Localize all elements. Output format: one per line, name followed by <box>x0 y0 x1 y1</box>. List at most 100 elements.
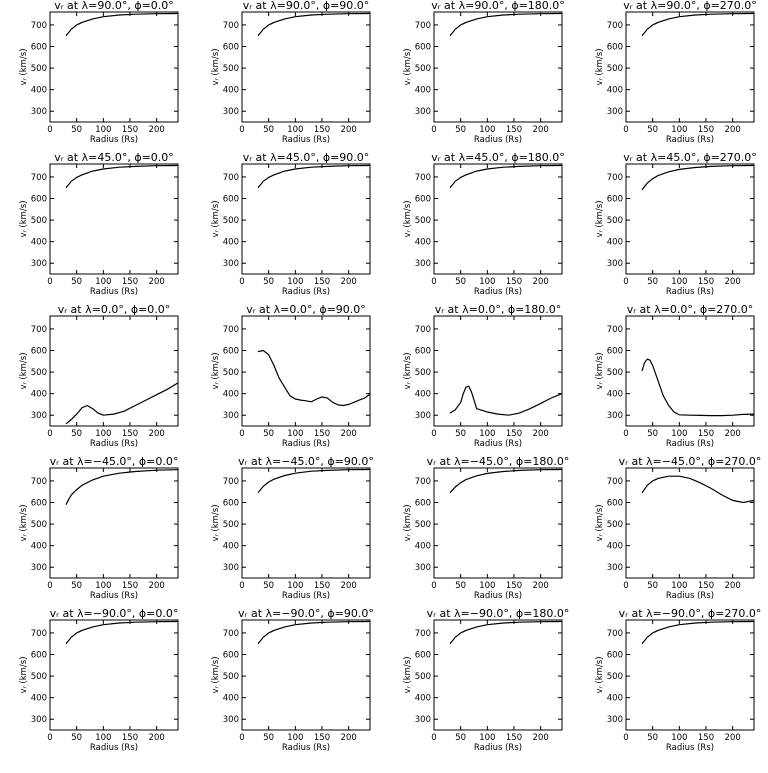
x-tick-label: 200 <box>149 277 165 287</box>
velocity-line <box>65 12 179 37</box>
x-tick-label: 0 <box>431 581 436 591</box>
y-tick-label: 500 <box>607 216 623 226</box>
plot-frame <box>241 315 371 427</box>
y-tick-label: 300 <box>415 107 431 117</box>
x-tick-label: 200 <box>341 125 357 135</box>
y-tick-label: 400 <box>31 694 47 704</box>
x-axis-label: Radius (Rs) <box>666 135 714 145</box>
plot-frame <box>433 315 563 427</box>
x-tick-label: 0 <box>623 125 628 135</box>
x-tick-label: 0 <box>623 429 628 439</box>
x-tick-label: 200 <box>341 733 357 743</box>
x-axis-label: Radius (Rs) <box>474 135 522 145</box>
x-tick-label: 100 <box>671 581 687 591</box>
x-tick-label: 0 <box>623 277 628 287</box>
x-tick-label: 0 <box>239 733 244 743</box>
x-tick-label: 50 <box>71 581 82 591</box>
y-tick-label: 300 <box>223 411 239 421</box>
x-tick-label: 100 <box>479 429 495 439</box>
y-axis-label: vᵣ (km/s) <box>595 352 605 389</box>
plot-title: vᵣ at λ=90.0°, ϕ=180.0° <box>431 0 565 12</box>
x-tick-label: 150 <box>506 581 522 591</box>
velocity-line <box>257 349 371 407</box>
subplot-r5-c4: vᵣ at λ=−90.0°, ϕ=270.0° 0 50 100 150 200 300 4… <box>595 607 761 753</box>
y-tick-label: 400 <box>31 390 47 400</box>
x-tick-label: 150 <box>698 277 714 287</box>
y-tick-label: 700 <box>415 477 431 487</box>
x-axis-label: Radius (Rs) <box>282 743 330 753</box>
y-tick-label: 700 <box>415 173 431 183</box>
x-tick-label: 50 <box>71 429 82 439</box>
y-tick-label: 300 <box>415 563 431 573</box>
x-tick-label: 200 <box>533 733 549 743</box>
plot-title: vᵣ at λ=0.0°, ϕ=90.0° <box>246 303 366 316</box>
x-axis-label: Radius (Rs) <box>474 743 522 753</box>
subplot-r4-c4: vᵣ at λ=−45.0°, ϕ=270.0° 0 50 100 150 200 300 4… <box>595 455 761 601</box>
y-tick-label: 300 <box>31 411 47 421</box>
y-tick-label: 700 <box>31 21 47 31</box>
y-tick-label: 500 <box>415 64 431 74</box>
y-tick-label: 500 <box>415 672 431 682</box>
x-axis-label: Radius (Rs) <box>474 287 522 297</box>
plot-title: vᵣ at λ=−45.0°, ϕ=270.0° <box>619 455 762 468</box>
x-tick-label: 100 <box>479 125 495 135</box>
y-axis-label: vᵣ (km/s) <box>19 200 29 237</box>
x-tick-label: 100 <box>95 429 111 439</box>
y-tick-label: 700 <box>415 21 431 31</box>
y-tick-label: 600 <box>31 43 47 53</box>
y-axis-label: vᵣ (km/s) <box>19 352 29 389</box>
x-tick-label: 100 <box>287 581 303 591</box>
y-tick-label: 700 <box>607 173 623 183</box>
plot-title: vᵣ at λ=−45.0°, ϕ=90.0° <box>238 455 374 468</box>
x-tick-label: 50 <box>647 277 658 287</box>
y-tick-label: 600 <box>223 43 239 53</box>
y-tick-label: 500 <box>607 672 623 682</box>
x-axis-label: Radius (Rs) <box>666 743 714 753</box>
plot-frame <box>625 619 755 731</box>
x-tick-label: 50 <box>647 429 658 439</box>
x-axis-label: Radius (Rs) <box>282 287 330 297</box>
plot-title: vᵣ at λ=0.0°, ϕ=180.0° <box>435 303 562 316</box>
y-tick-label: 600 <box>415 499 431 509</box>
x-tick-label: 0 <box>239 125 244 135</box>
x-tick-label: 150 <box>122 733 138 743</box>
x-axis-label: Radius (Rs) <box>282 591 330 601</box>
y-tick-label: 300 <box>223 563 239 573</box>
plot-frame <box>241 11 371 123</box>
x-tick-label: 100 <box>95 733 111 743</box>
y-tick-label: 500 <box>415 368 431 378</box>
x-tick-label: 150 <box>698 429 714 439</box>
velocity-line <box>65 469 179 505</box>
y-tick-label: 400 <box>607 390 623 400</box>
x-tick-label: 50 <box>263 581 274 591</box>
y-axis-label: vᵣ (km/s) <box>211 504 221 541</box>
y-axis-label: vᵣ (km/s) <box>211 656 221 693</box>
y-axis-label: vᵣ (km/s) <box>403 352 413 389</box>
y-tick-label: 500 <box>415 216 431 226</box>
velocity-line <box>257 164 371 189</box>
x-axis-label: Radius (Rs) <box>666 287 714 297</box>
velocity-line <box>641 164 755 191</box>
plot-frame <box>625 315 755 427</box>
y-tick-label: 600 <box>223 499 239 509</box>
subplot-r1-c3: vᵣ at λ=90.0°, ϕ=180.0° 0 50 100 150 200 300 40… <box>403 0 565 145</box>
plot-frame <box>49 11 179 123</box>
x-tick-label: 150 <box>122 429 138 439</box>
y-tick-label: 300 <box>415 411 431 421</box>
y-axis-label: vᵣ (km/s) <box>403 656 413 693</box>
plot-title: vᵣ at λ=0.0°, ϕ=0.0° <box>58 303 171 316</box>
plot-title: vᵣ at λ=−90.0°, ϕ=180.0° <box>427 607 570 620</box>
y-tick-label: 400 <box>607 542 623 552</box>
y-tick-label: 300 <box>607 411 623 421</box>
velocity-line <box>449 385 563 416</box>
y-tick-label: 700 <box>415 629 431 639</box>
plot-title: vᵣ at λ=0.0°, ϕ=270.0° <box>627 303 754 316</box>
plot-title: vᵣ at λ=45.0°, ϕ=270.0° <box>623 151 757 164</box>
y-tick-label: 400 <box>223 238 239 248</box>
y-tick-label: 600 <box>31 195 47 205</box>
y-axis-label: vᵣ (km/s) <box>403 200 413 237</box>
plot-frame <box>241 163 371 275</box>
y-tick-label: 400 <box>415 390 431 400</box>
y-tick-label: 300 <box>223 259 239 269</box>
x-tick-label: 50 <box>455 429 466 439</box>
